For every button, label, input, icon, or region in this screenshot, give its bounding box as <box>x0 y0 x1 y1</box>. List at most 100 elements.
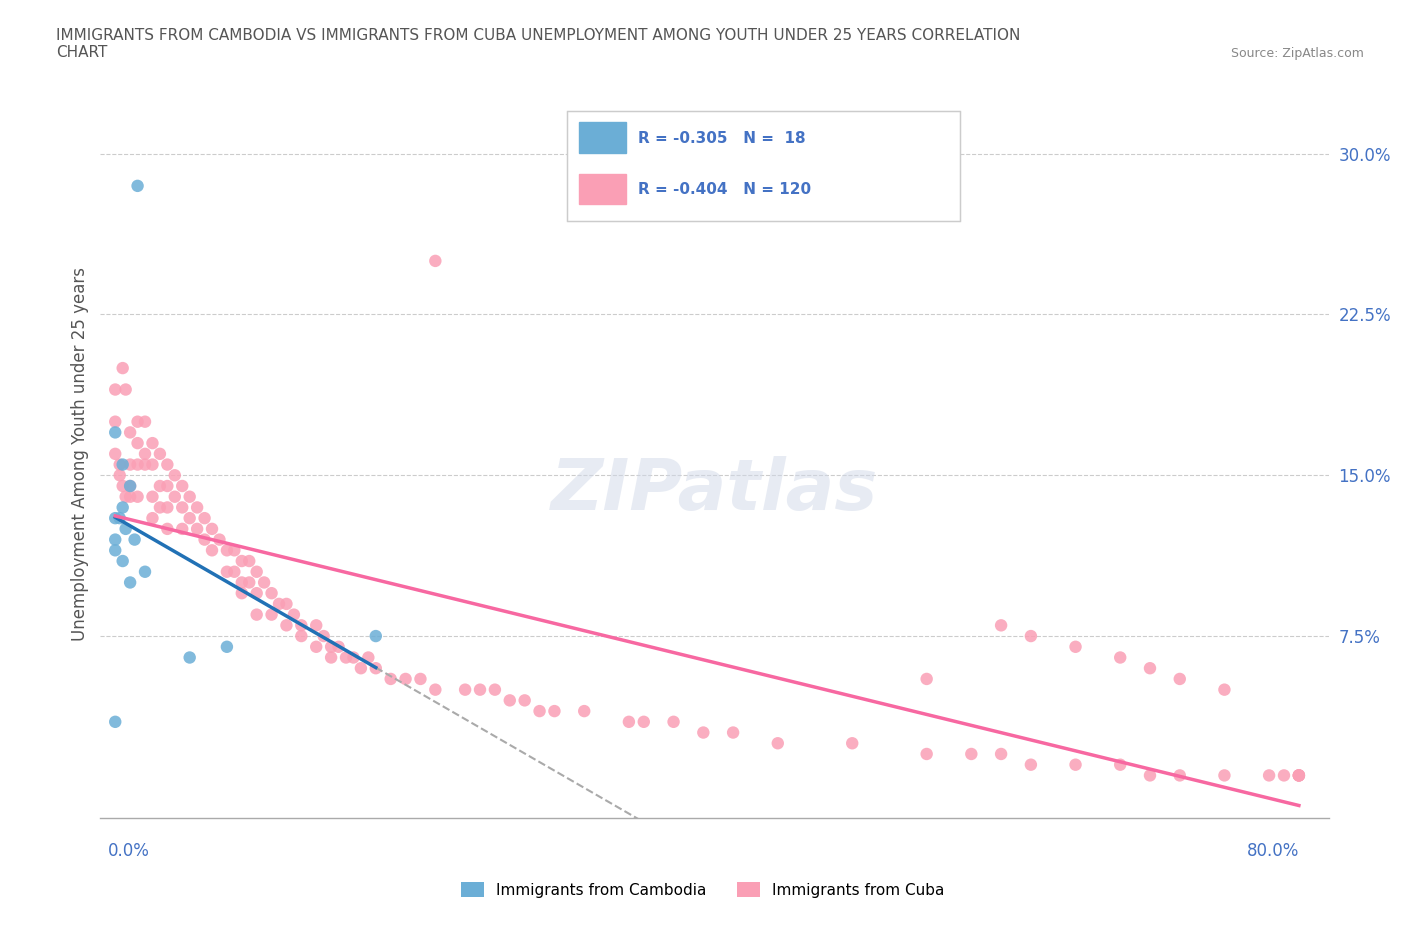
Point <box>246 586 269 601</box>
Text: Source: ZipAtlas.com: Source: ZipAtlas.com <box>1230 46 1364 60</box>
Legend: Immigrants from Cambodia, Immigrants from Cuba: Immigrants from Cambodia, Immigrants fro… <box>456 875 950 904</box>
Point <box>172 522 194 537</box>
Point <box>141 489 163 504</box>
Point <box>915 671 938 686</box>
Point <box>104 446 127 461</box>
Point <box>841 736 863 751</box>
Point <box>134 446 156 461</box>
Point <box>1258 768 1281 783</box>
Point <box>283 607 305 622</box>
Point <box>990 747 1012 762</box>
Point <box>290 618 312 632</box>
Point <box>960 747 983 762</box>
Point <box>108 511 131 525</box>
Point <box>231 575 253 590</box>
Point <box>357 650 380 665</box>
Point <box>633 714 655 729</box>
Point <box>321 639 343 654</box>
Point <box>721 725 744 740</box>
Point <box>499 693 522 708</box>
Point <box>215 543 238 558</box>
Point <box>104 714 127 729</box>
Point <box>246 565 269 579</box>
Point <box>224 543 246 558</box>
Point <box>111 361 134 376</box>
Point <box>1168 768 1191 783</box>
Point <box>208 532 231 547</box>
Point <box>111 479 134 494</box>
Point <box>1109 650 1132 665</box>
Point <box>1139 768 1161 783</box>
Point <box>662 714 685 729</box>
Point <box>305 639 328 654</box>
Point <box>156 500 179 515</box>
Point <box>1213 683 1236 698</box>
Point <box>224 565 246 579</box>
Point <box>574 704 596 719</box>
Point <box>186 500 208 515</box>
Point <box>425 254 447 269</box>
Point <box>617 714 640 729</box>
Point <box>513 693 536 708</box>
Point <box>342 650 364 665</box>
Point <box>156 522 179 537</box>
Point <box>543 704 565 719</box>
Point <box>104 511 127 525</box>
Point <box>111 500 134 515</box>
Point <box>134 565 156 579</box>
Point <box>1288 768 1310 783</box>
Point <box>380 671 402 686</box>
Point <box>1019 629 1042 644</box>
Point <box>120 425 142 440</box>
Point <box>149 446 172 461</box>
Point <box>231 553 253 568</box>
Point <box>1288 768 1310 783</box>
Point <box>1272 768 1295 783</box>
Point <box>179 650 201 665</box>
Point <box>529 704 551 719</box>
Point <box>141 511 163 525</box>
Point <box>276 618 298 632</box>
Point <box>193 511 215 525</box>
Point <box>149 479 172 494</box>
Point <box>104 425 127 440</box>
Point <box>108 468 131 483</box>
Point <box>260 586 283 601</box>
Point <box>484 683 506 698</box>
Point <box>1064 757 1087 772</box>
Point <box>104 382 127 397</box>
Point <box>172 500 194 515</box>
Point <box>350 661 373 676</box>
Point <box>267 596 290 611</box>
Point <box>328 639 350 654</box>
Point <box>364 629 387 644</box>
Point <box>201 543 224 558</box>
Point <box>141 458 163 472</box>
Point <box>990 618 1012 632</box>
Point <box>104 543 127 558</box>
Point <box>120 458 142 472</box>
Point <box>120 489 142 504</box>
Point <box>468 683 491 698</box>
Point <box>156 458 179 472</box>
Point <box>915 747 938 762</box>
Point <box>104 532 127 547</box>
Point <box>238 553 260 568</box>
Point <box>215 639 238 654</box>
Point <box>120 479 142 494</box>
Point <box>163 468 186 483</box>
Point <box>1288 768 1310 783</box>
Point <box>425 683 447 698</box>
Point <box>246 607 269 622</box>
Point <box>253 575 276 590</box>
Point <box>127 435 149 450</box>
Point <box>149 500 172 515</box>
Point <box>114 489 136 504</box>
Point <box>108 458 131 472</box>
Point <box>260 607 283 622</box>
Point <box>312 629 335 644</box>
Point <box>215 565 238 579</box>
Point <box>120 479 142 494</box>
Point <box>321 650 343 665</box>
Point <box>238 575 260 590</box>
